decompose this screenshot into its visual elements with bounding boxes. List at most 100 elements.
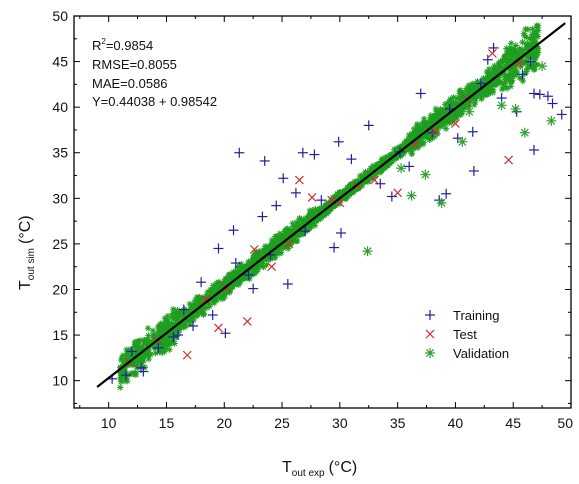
x-tick-label: 30 xyxy=(332,415,348,431)
point-training xyxy=(387,192,397,202)
point-test xyxy=(308,193,316,201)
band-point xyxy=(508,78,514,84)
band-point xyxy=(117,384,123,390)
stat-r2: R2=0.9854 xyxy=(92,37,153,53)
point-test xyxy=(488,49,496,57)
y-axis-title: Tout sim(°C) xyxy=(17,215,37,290)
legend-marker-training xyxy=(425,310,435,320)
band-point xyxy=(491,81,497,87)
band-point xyxy=(188,305,194,311)
band-point xyxy=(433,106,439,112)
point-training xyxy=(257,212,267,222)
point-training xyxy=(283,279,293,289)
band-point xyxy=(160,326,166,332)
band-point xyxy=(297,231,303,237)
band-point xyxy=(485,73,491,79)
band-point xyxy=(519,39,525,45)
point-validation xyxy=(537,61,547,71)
point-training xyxy=(220,328,230,338)
x-tick-label: 10 xyxy=(101,415,117,431)
point-training xyxy=(229,225,239,235)
band-point xyxy=(282,232,288,238)
band-point xyxy=(293,238,299,244)
legend-marker-validation xyxy=(425,348,435,358)
point-test xyxy=(505,156,513,164)
point-validation xyxy=(437,198,447,208)
point-validation xyxy=(464,107,474,117)
point-training xyxy=(375,179,385,189)
y-tick-label: 10 xyxy=(52,373,68,389)
point-training xyxy=(271,201,281,211)
x-tick-label: 20 xyxy=(216,415,232,431)
point-test xyxy=(394,189,402,197)
point-validation xyxy=(457,137,467,147)
point-training xyxy=(196,277,206,287)
band-point xyxy=(204,305,210,311)
legend-label-training: Training xyxy=(453,308,499,323)
band-point xyxy=(501,75,507,81)
point-training xyxy=(208,310,218,320)
band-point xyxy=(442,101,448,107)
x-tick-label: 15 xyxy=(159,415,175,431)
y-tick-label: 35 xyxy=(52,145,68,161)
band-point xyxy=(134,364,140,370)
point-training xyxy=(346,154,356,164)
point-training xyxy=(329,243,339,253)
x-tick-label: 35 xyxy=(390,415,406,431)
point-training xyxy=(213,243,223,253)
y-tick-label: 20 xyxy=(52,281,68,297)
y-tick-label: 30 xyxy=(52,190,68,206)
band-point xyxy=(457,90,463,96)
x-tick-label: 40 xyxy=(448,415,464,431)
point-training xyxy=(416,88,426,98)
band-point xyxy=(191,301,197,307)
band-point xyxy=(513,49,519,55)
legend-label-validation: Validation xyxy=(453,346,509,361)
point-training xyxy=(441,189,451,199)
band-point xyxy=(513,42,519,48)
band-point xyxy=(120,352,126,358)
point-validation xyxy=(396,163,406,173)
band-point xyxy=(118,376,124,382)
band-point xyxy=(166,346,172,352)
point-training xyxy=(260,156,270,166)
band-point xyxy=(306,212,312,218)
band-point xyxy=(145,325,151,331)
point-training xyxy=(278,173,288,183)
stat-mae: MAE=0.0586 xyxy=(92,76,168,91)
band-point xyxy=(143,337,149,343)
point-validation xyxy=(420,170,430,180)
band-point xyxy=(519,75,525,81)
band-point xyxy=(428,112,434,118)
stats-annotation: R2=0.9854 RMSE=0.8055 MAE=0.0586 Y=0.440… xyxy=(92,37,217,109)
y-tick-label: 40 xyxy=(52,99,68,115)
point-validation xyxy=(406,191,416,201)
point-training xyxy=(557,109,567,119)
band-point xyxy=(268,241,274,247)
point-training xyxy=(404,161,414,171)
band-point xyxy=(255,266,261,272)
x-tick-label: 50 xyxy=(557,415,573,431)
x-tick-label: 45 xyxy=(505,415,521,431)
point-training xyxy=(535,89,545,99)
point-training xyxy=(334,137,344,147)
band-point xyxy=(124,374,130,380)
point-training xyxy=(291,188,301,198)
point-training xyxy=(529,88,539,98)
band-point xyxy=(504,85,510,91)
point-validation xyxy=(520,128,530,138)
point-training xyxy=(298,148,308,158)
band-point xyxy=(502,54,508,60)
band-point xyxy=(161,320,167,326)
point-test xyxy=(183,351,191,359)
point-validation xyxy=(546,116,556,126)
band-point xyxy=(523,68,529,74)
point-training xyxy=(469,166,479,176)
y-tick-label: 50 xyxy=(52,8,68,24)
point-training xyxy=(543,91,553,101)
point-test xyxy=(214,324,222,332)
point-training xyxy=(364,120,374,130)
stat-rmse: RMSE=0.8055 xyxy=(92,57,177,72)
band-point xyxy=(466,82,472,88)
y-tick-label: 25 xyxy=(52,236,68,252)
